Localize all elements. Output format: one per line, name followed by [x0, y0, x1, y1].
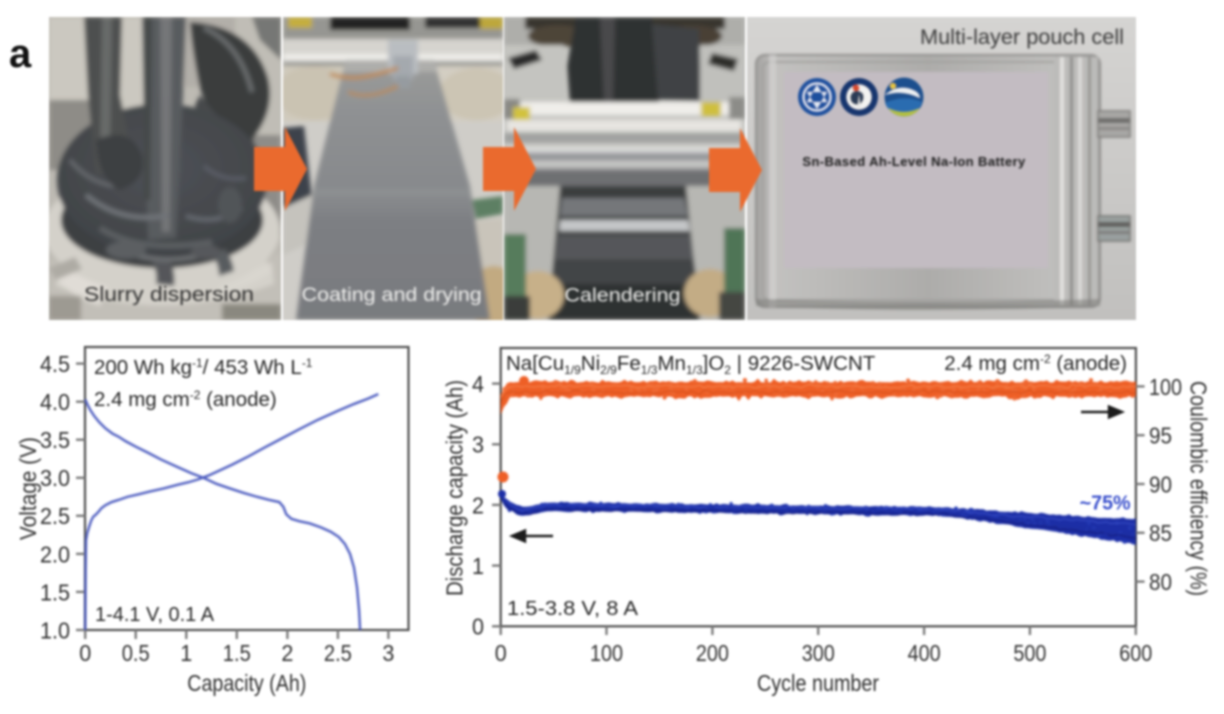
svg-text:400: 400 [908, 640, 941, 666]
svg-text:Coulombic efficiency (%): Coulombic efficiency (%) [1186, 381, 1212, 596]
svg-text:Discharge capacity (Ah): Discharge capacity (Ah) [441, 380, 467, 596]
svg-text:90: 90 [1149, 471, 1172, 497]
svg-text:1.5-3.8 V, 8 A: 1.5-3.8 V, 8 A [507, 597, 638, 620]
svg-text:0.5: 0.5 [122, 640, 150, 666]
svg-text:300: 300 [802, 640, 835, 666]
svg-text:1-4.1 V, 0.1 A: 1-4.1 V, 0.1 A [95, 603, 214, 626]
svg-text:85: 85 [1149, 520, 1172, 546]
svg-text:0: 0 [79, 640, 91, 666]
svg-text:100: 100 [1149, 374, 1182, 400]
svg-text:0: 0 [472, 614, 484, 640]
svg-text:0: 0 [495, 640, 507, 666]
svg-text:Sn-Based Ah-Level Na-Ion Batte: Sn-Based Ah-Level Na-Ion Battery [802, 154, 1026, 169]
svg-text:1.5: 1.5 [40, 579, 70, 605]
svg-text:3: 3 [382, 640, 394, 666]
svg-text:Calendering: Calendering [565, 285, 681, 307]
svg-text:Slurry dispersion: Slurry dispersion [84, 284, 254, 306]
svg-text:3.0: 3.0 [40, 465, 70, 491]
svg-text:600: 600 [1119, 640, 1152, 666]
svg-text:a: a [9, 32, 32, 76]
svg-text:~75%: ~75% [1080, 493, 1131, 515]
svg-text:1.0: 1.0 [40, 617, 70, 643]
svg-text:1: 1 [180, 640, 192, 666]
svg-text:Cycle number: Cycle number [757, 670, 879, 696]
svg-text:3: 3 [472, 432, 484, 458]
svg-text:2.4 mg cm-2 (anode): 2.4 mg cm-2 (anode) [944, 352, 1127, 375]
svg-text:100: 100 [590, 640, 623, 666]
svg-text:200 Wh kg-1/ 453 Wh L-1: 200 Wh kg-1/ 453 Wh L-1 [94, 356, 313, 379]
svg-text:3.5: 3.5 [40, 427, 70, 453]
svg-text:2.5: 2.5 [40, 503, 70, 529]
svg-text:2: 2 [472, 492, 484, 518]
svg-text:80: 80 [1149, 569, 1172, 595]
svg-text:1.5: 1.5 [223, 640, 251, 666]
svg-text:2.0: 2.0 [40, 541, 70, 567]
svg-text:4: 4 [472, 371, 484, 397]
svg-text:200: 200 [696, 640, 729, 666]
svg-text:2: 2 [281, 640, 293, 666]
svg-text:4.0: 4.0 [40, 389, 70, 415]
svg-text:Multi-layer pouch cell: Multi-layer pouch cell [920, 26, 1124, 49]
svg-text:2.5: 2.5 [324, 640, 352, 666]
svg-text:Coating and drying: Coating and drying [302, 284, 482, 306]
svg-text:Capacity (Ah): Capacity (Ah) [187, 670, 306, 696]
svg-text:1: 1 [472, 553, 484, 579]
svg-text:500: 500 [1013, 640, 1046, 666]
svg-text:Voltage (V): Voltage (V) [15, 437, 41, 540]
svg-text:4.5: 4.5 [40, 351, 70, 377]
svg-text:Na[Cu1/9Ni2/9Fe1/3Mn1/3]O2 | 9: Na[Cu1/9Ni2/9Fe1/3Mn1/3]O2 | 9226-SWCNT [506, 352, 876, 377]
svg-text:2.4 mg cm-2 (anode): 2.4 mg cm-2 (anode) [94, 388, 277, 411]
svg-text:95: 95 [1149, 423, 1172, 449]
